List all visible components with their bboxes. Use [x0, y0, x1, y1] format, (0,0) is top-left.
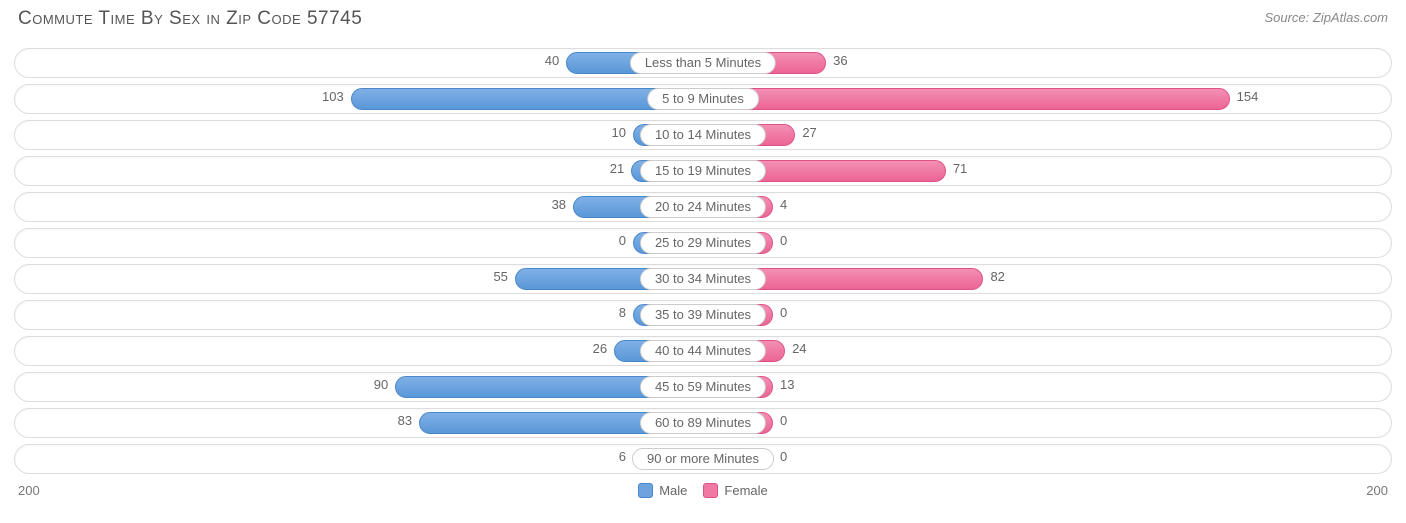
- chart-footer: 200 Male Female 200: [14, 480, 1392, 500]
- chart-source: Source: ZipAtlas.com: [1264, 10, 1388, 25]
- axis-label-left: 200: [18, 483, 40, 498]
- legend: Male Female: [638, 483, 768, 498]
- female-value-label: 24: [784, 341, 806, 356]
- legend-swatch: [638, 483, 653, 498]
- chart-row: 21 71 15 to 19 Minutes: [14, 156, 1392, 186]
- legend-item: Male: [638, 483, 687, 498]
- chart-row: 38 4 20 to 24 Minutes: [14, 192, 1392, 222]
- legend-label: Male: [659, 483, 687, 498]
- female-value-label: 71: [945, 161, 967, 176]
- category-label: 90 or more Minutes: [632, 448, 774, 470]
- category-label: 35 to 39 Minutes: [640, 304, 766, 326]
- category-label: 30 to 34 Minutes: [640, 268, 766, 290]
- female-value-label: 27: [794, 125, 816, 140]
- male-value-label: 40: [545, 53, 567, 68]
- chart-header: Commute Time By Sex in Zip Code 57745 So…: [14, 8, 1392, 30]
- chart-title: Commute Time By Sex in Zip Code 57745: [18, 8, 362, 30]
- male-value-label: 55: [493, 269, 515, 284]
- chart-row: 10 27 10 to 14 Minutes: [14, 120, 1392, 150]
- legend-swatch: [703, 483, 718, 498]
- female-value-label: 0: [772, 449, 787, 464]
- female-value-label: 82: [982, 269, 1004, 284]
- male-value-label: 0: [619, 233, 634, 248]
- male-value-label: 90: [374, 377, 396, 392]
- male-value-label: 83: [398, 413, 420, 428]
- chart-row: 55 82 30 to 34 Minutes: [14, 264, 1392, 294]
- female-value-label: 0: [772, 233, 787, 248]
- female-value-label: 154: [1229, 89, 1259, 104]
- chart-row: 1031545 to 9 Minutes: [14, 84, 1392, 114]
- category-label: 20 to 24 Minutes: [640, 196, 766, 218]
- category-label: Less than 5 Minutes: [630, 52, 776, 74]
- chart-row: 0 0 25 to 29 Minutes: [14, 228, 1392, 258]
- category-label: 5 to 9 Minutes: [647, 88, 759, 110]
- chart-row: 40 36 Less than 5 Minutes: [14, 48, 1392, 78]
- chart-row: 8 0 35 to 39 Minutes: [14, 300, 1392, 330]
- female-value-label: 13: [772, 377, 794, 392]
- category-label: 60 to 89 Minutes: [640, 412, 766, 434]
- legend-item: Female: [703, 483, 767, 498]
- female-value-label: 4: [772, 197, 787, 212]
- female-value-label: 0: [772, 413, 787, 428]
- category-label: 25 to 29 Minutes: [640, 232, 766, 254]
- male-value-label: 8: [619, 305, 634, 320]
- male-value-label: 103: [322, 89, 352, 104]
- chart-container: Commute Time By Sex in Zip Code 57745 So…: [0, 0, 1406, 523]
- female-value-label: 0: [772, 305, 787, 320]
- male-value-label: 38: [552, 197, 574, 212]
- chart-row: 26 24 40 to 44 Minutes: [14, 336, 1392, 366]
- category-label: 45 to 59 Minutes: [640, 376, 766, 398]
- axis-label-right: 200: [1366, 483, 1388, 498]
- category-label: 10 to 14 Minutes: [640, 124, 766, 146]
- chart-row: 90 13 45 to 59 Minutes: [14, 372, 1392, 402]
- male-value-label: 26: [593, 341, 615, 356]
- female-bar: 154: [703, 88, 1230, 110]
- category-label: 40 to 44 Minutes: [640, 340, 766, 362]
- chart-row: 83 0 60 to 89 Minutes: [14, 408, 1392, 438]
- legend-label: Female: [724, 483, 767, 498]
- male-value-label: 21: [610, 161, 632, 176]
- female-value-label: 36: [825, 53, 847, 68]
- chart-row: 6090 or more Minutes: [14, 444, 1392, 474]
- male-value-label: 10: [612, 125, 634, 140]
- chart-area: 4036Less than 5 Minutes1031545 to 9 Minu…: [14, 48, 1392, 474]
- category-label: 15 to 19 Minutes: [640, 160, 766, 182]
